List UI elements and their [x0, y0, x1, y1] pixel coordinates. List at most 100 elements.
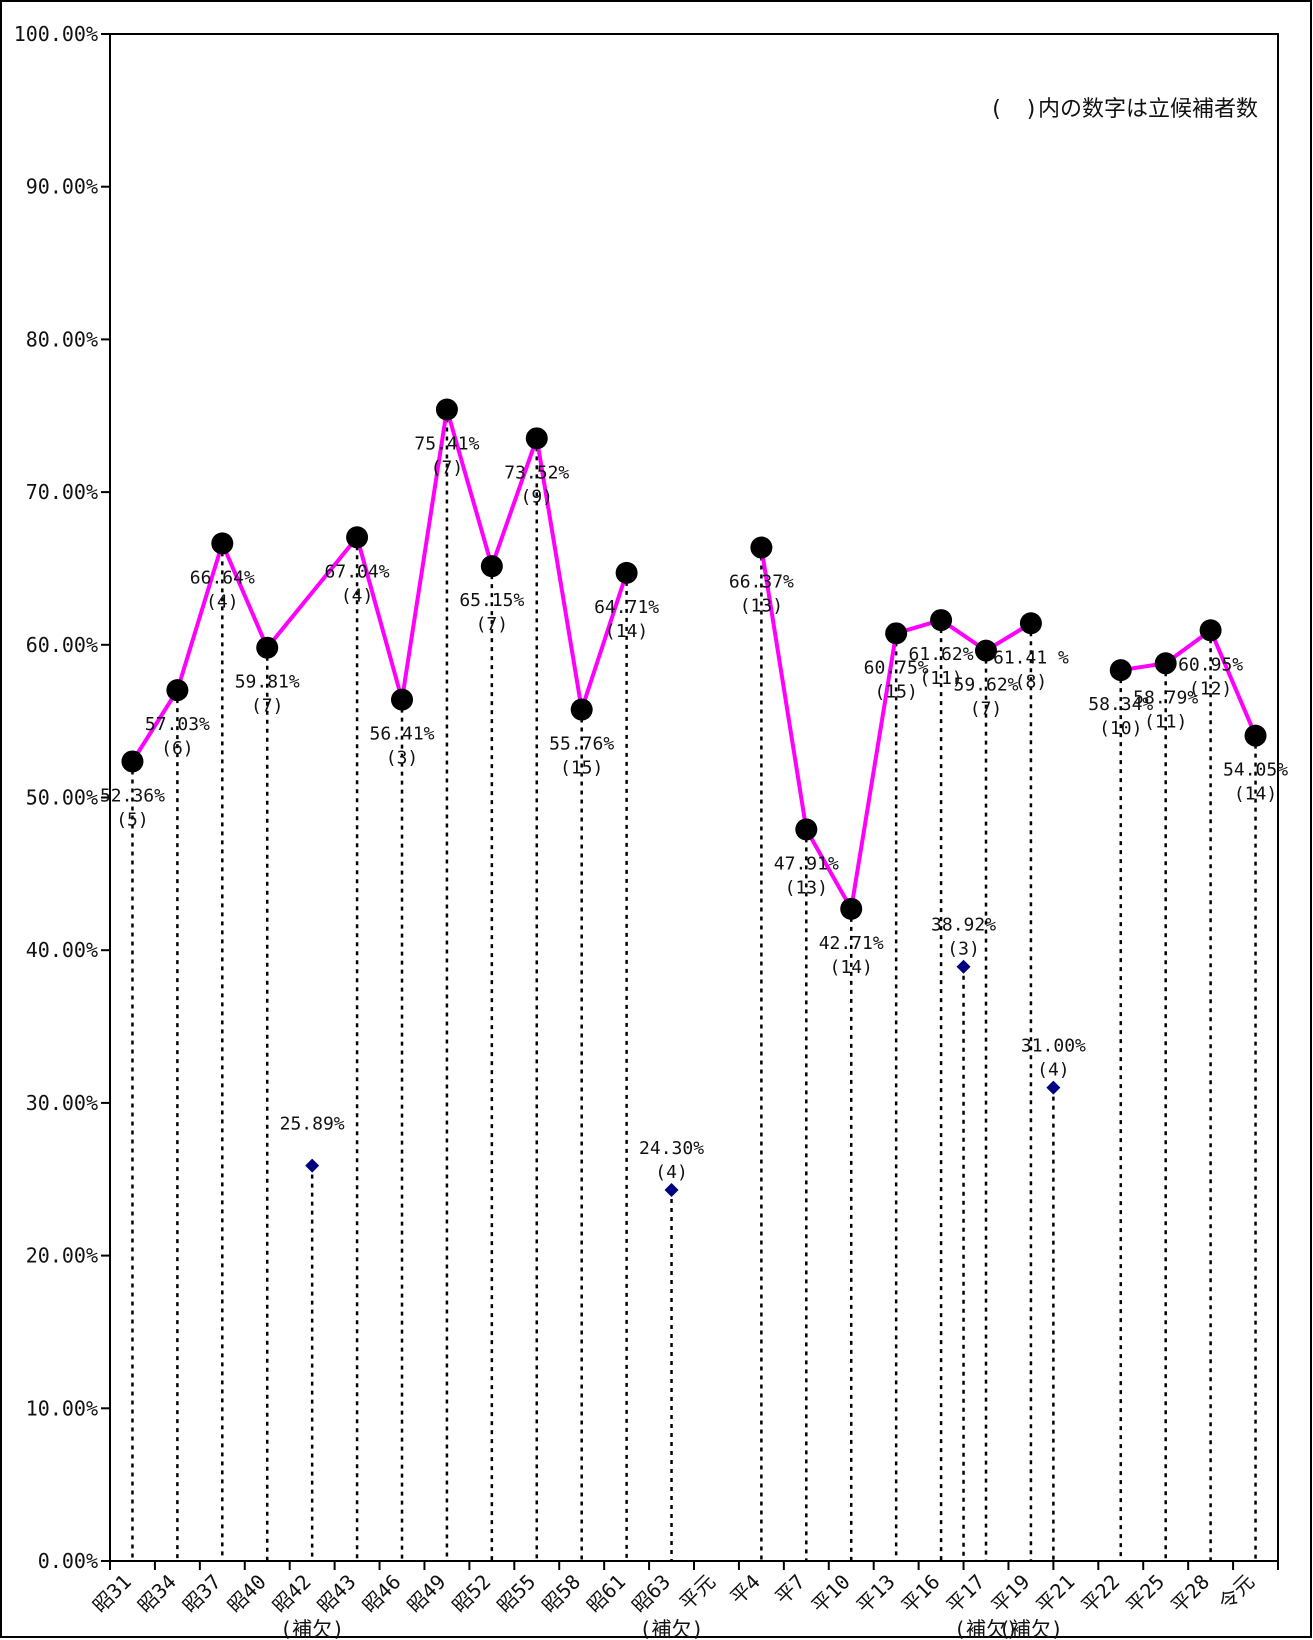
- y-tick-label: 40.00%: [26, 938, 98, 962]
- candidate-count-label: (5): [116, 809, 149, 830]
- data-point: [615, 561, 638, 584]
- data-label: 52.36%: [100, 785, 165, 806]
- candidate-count-label: (14): [605, 621, 648, 642]
- chart-note: ( )内の数字は立候補者数: [990, 97, 1259, 122]
- candidate-count-label: (4): [341, 585, 374, 606]
- data-points: [121, 398, 1267, 1197]
- data-point: [1154, 652, 1177, 675]
- data-point: [435, 398, 458, 421]
- data-label: 54.05%: [1223, 760, 1288, 781]
- data-label: 56.41%: [369, 724, 434, 745]
- candidate-count-label: (6): [161, 738, 194, 759]
- y-tick-label: 90.00%: [26, 175, 98, 199]
- data-label: 25.89%: [280, 1114, 345, 1135]
- y-tick-label: 100.00%: [14, 22, 98, 46]
- x-tick-sublabel: (補欠): [639, 1617, 703, 1640]
- data-point: [211, 532, 234, 555]
- candidate-count-label: (7): [431, 457, 464, 478]
- candidate-count-label: (10): [1099, 718, 1142, 739]
- data-point: [930, 609, 953, 632]
- data-point: [570, 698, 593, 721]
- data-point: [480, 555, 503, 578]
- candidate-count-label: (11): [919, 668, 962, 689]
- by-election-point: [305, 1158, 320, 1173]
- data-label: 47.91%: [774, 853, 839, 874]
- candidate-count-label: (13): [740, 596, 783, 617]
- data-label: 57.03%: [145, 714, 210, 735]
- candidate-count-label: (13): [785, 877, 828, 898]
- y-tick-label: 50.00%: [26, 786, 98, 810]
- candidate-count-label: (9): [521, 486, 554, 507]
- y-tick-label: 70.00%: [26, 480, 98, 504]
- candidate-count-label: (8): [1015, 671, 1048, 692]
- x-tick-sublabel: (補欠): [954, 1617, 1018, 1640]
- candidate-count-label: (7): [476, 614, 509, 635]
- y-tick-label: 60.00%: [26, 633, 98, 657]
- data-label: 59.62%: [953, 675, 1018, 696]
- candidate-count-label: (15): [874, 681, 917, 702]
- data-label: 73.52%: [504, 462, 569, 483]
- data-labels: 52.36% (5) 57.03% (6) 66.64% (4) 59.81% (7) 67.0…: [100, 433, 1288, 1182]
- data-point: [1199, 619, 1222, 642]
- candidate-count-label: (3): [947, 939, 980, 960]
- candidate-count-label: (12): [1189, 678, 1232, 699]
- candidate-count-label: (7): [970, 699, 1003, 720]
- data-point: [121, 750, 144, 773]
- candidate-count-label: (4): [655, 1162, 688, 1183]
- data-point: [391, 688, 413, 711]
- y-tick-label: 0.00%: [38, 1549, 98, 1573]
- by-election-point: [1046, 1080, 1061, 1095]
- data-point: [885, 622, 908, 645]
- data-label: 75.41%: [414, 433, 479, 454]
- data-label: 60.95%: [1178, 654, 1243, 675]
- x-tick-sublabel: (補欠): [999, 1617, 1063, 1640]
- candidate-count-label: (4): [1037, 1060, 1070, 1081]
- data-label: 55.76%: [549, 734, 614, 755]
- data-point: [346, 526, 369, 549]
- data-point: [525, 427, 548, 450]
- data-label: 67.04%: [325, 561, 390, 582]
- data-label: 64.71%: [594, 597, 659, 618]
- y-tick-label: 30.00%: [26, 1091, 98, 1115]
- data-label: 60.75%: [864, 657, 929, 678]
- data-label: 58.79%: [1133, 687, 1198, 708]
- data-point: [975, 639, 997, 662]
- data-point: [166, 679, 189, 702]
- data-point: [750, 536, 773, 559]
- data-label: 24.30%: [639, 1138, 704, 1159]
- data-label: 38.92%: [931, 915, 996, 936]
- candidate-count-label: (15): [560, 758, 603, 779]
- drop-lines: [131, 409, 1257, 1561]
- data-point: [256, 636, 279, 659]
- by-election-point: [956, 959, 971, 974]
- y-tick-label: 80.00%: [26, 327, 98, 351]
- candidate-count-label: (3): [386, 748, 419, 769]
- data-label: 42.71%: [819, 933, 884, 954]
- data-label: 58.34%: [1088, 694, 1153, 715]
- data-label: 66.37%: [729, 572, 794, 593]
- candidate-count-label: (11): [1144, 711, 1187, 732]
- y-axis: 0.00% 10.00% 20.00% 30.00% 40.00% 50.00% 60.00…: [14, 22, 110, 1573]
- data-point: [795, 818, 818, 841]
- data-point: [840, 897, 863, 920]
- data-label: 65.15%: [459, 590, 524, 611]
- data-point: [1244, 724, 1267, 747]
- candidate-count-label: (7): [251, 696, 284, 717]
- data-label: 61.41 %: [993, 647, 1069, 668]
- by-election-point: [664, 1182, 679, 1197]
- data-label: 31.00%: [1021, 1036, 1086, 1057]
- series-line: [1120, 628, 1258, 737]
- candidate-count-label: (4): [206, 591, 239, 612]
- candidate-count-label: (14): [830, 957, 873, 978]
- data-label: 66.64%: [190, 567, 255, 588]
- y-tick-label: 20.00%: [26, 1244, 98, 1268]
- data-label: 59.81%: [235, 672, 300, 693]
- data-point: [1109, 659, 1132, 682]
- x-tick-sublabel: (補欠): [280, 1617, 344, 1640]
- data-point: [1019, 612, 1042, 635]
- candidate-count-label: (14): [1234, 784, 1277, 805]
- data-label: 61.62%: [909, 644, 974, 665]
- y-tick-label: 10.00%: [26, 1396, 98, 1420]
